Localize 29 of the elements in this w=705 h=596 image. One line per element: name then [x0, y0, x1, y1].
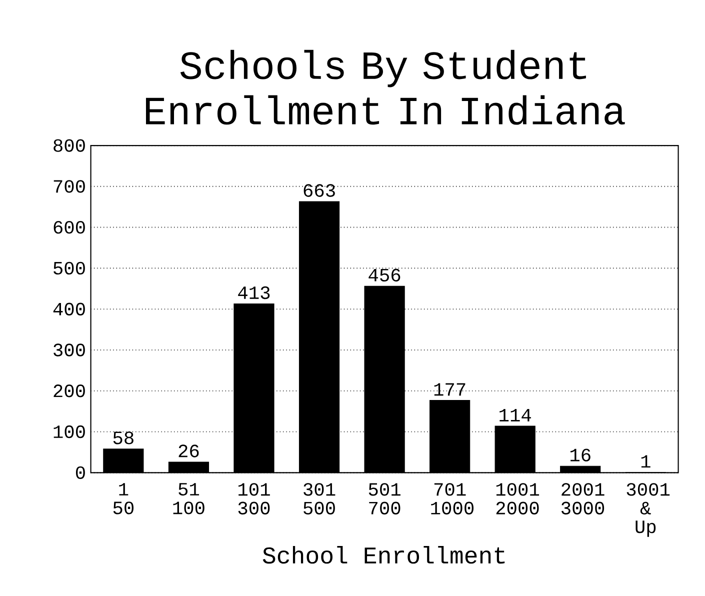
- data-label: 413: [238, 286, 270, 300]
- y-tick-label: 400: [53, 303, 85, 316]
- data-label: 26: [178, 444, 199, 458]
- y-tick-label: 0: [76, 466, 85, 480]
- y-tick-label: 600: [54, 221, 85, 234]
- x-tick-label: 301 500: [304, 483, 336, 515]
- data-label: 663: [304, 184, 335, 198]
- data-label: 1: [641, 455, 650, 468]
- x-tick-label: 2001 3000: [562, 483, 604, 515]
- data-label: 16: [570, 448, 590, 462]
- x-axis-title: School Enrollment: [262, 546, 505, 564]
- x-tick-label: 501 700: [368, 483, 400, 515]
- y-tick-label: 100: [54, 426, 85, 438]
- data-label: 177: [434, 384, 466, 396]
- y-tick-label: 500: [54, 262, 85, 275]
- data-label: 58: [113, 432, 134, 444]
- y-tick-label: 800: [54, 139, 85, 152]
- x-tick-label: 51 100: [173, 483, 204, 515]
- chart-title: Schools By Student Enrollment In Indiana: [146, 50, 625, 126]
- data-label: 114: [500, 409, 531, 422]
- x-tick-label: 701 1000: [431, 483, 474, 515]
- y-tick-label: 700: [54, 180, 85, 194]
- y-tick-label: 200: [54, 384, 85, 398]
- y-tick-label: 300: [54, 344, 85, 357]
- data-label: 456: [368, 269, 400, 282]
- x-tick-label: 3001 & Up: [626, 483, 670, 538]
- x-tick-label: 101 300: [238, 483, 270, 515]
- x-tick-label: 1 50: [113, 483, 134, 515]
- x-tick-label: 1001 2000: [496, 483, 540, 515]
